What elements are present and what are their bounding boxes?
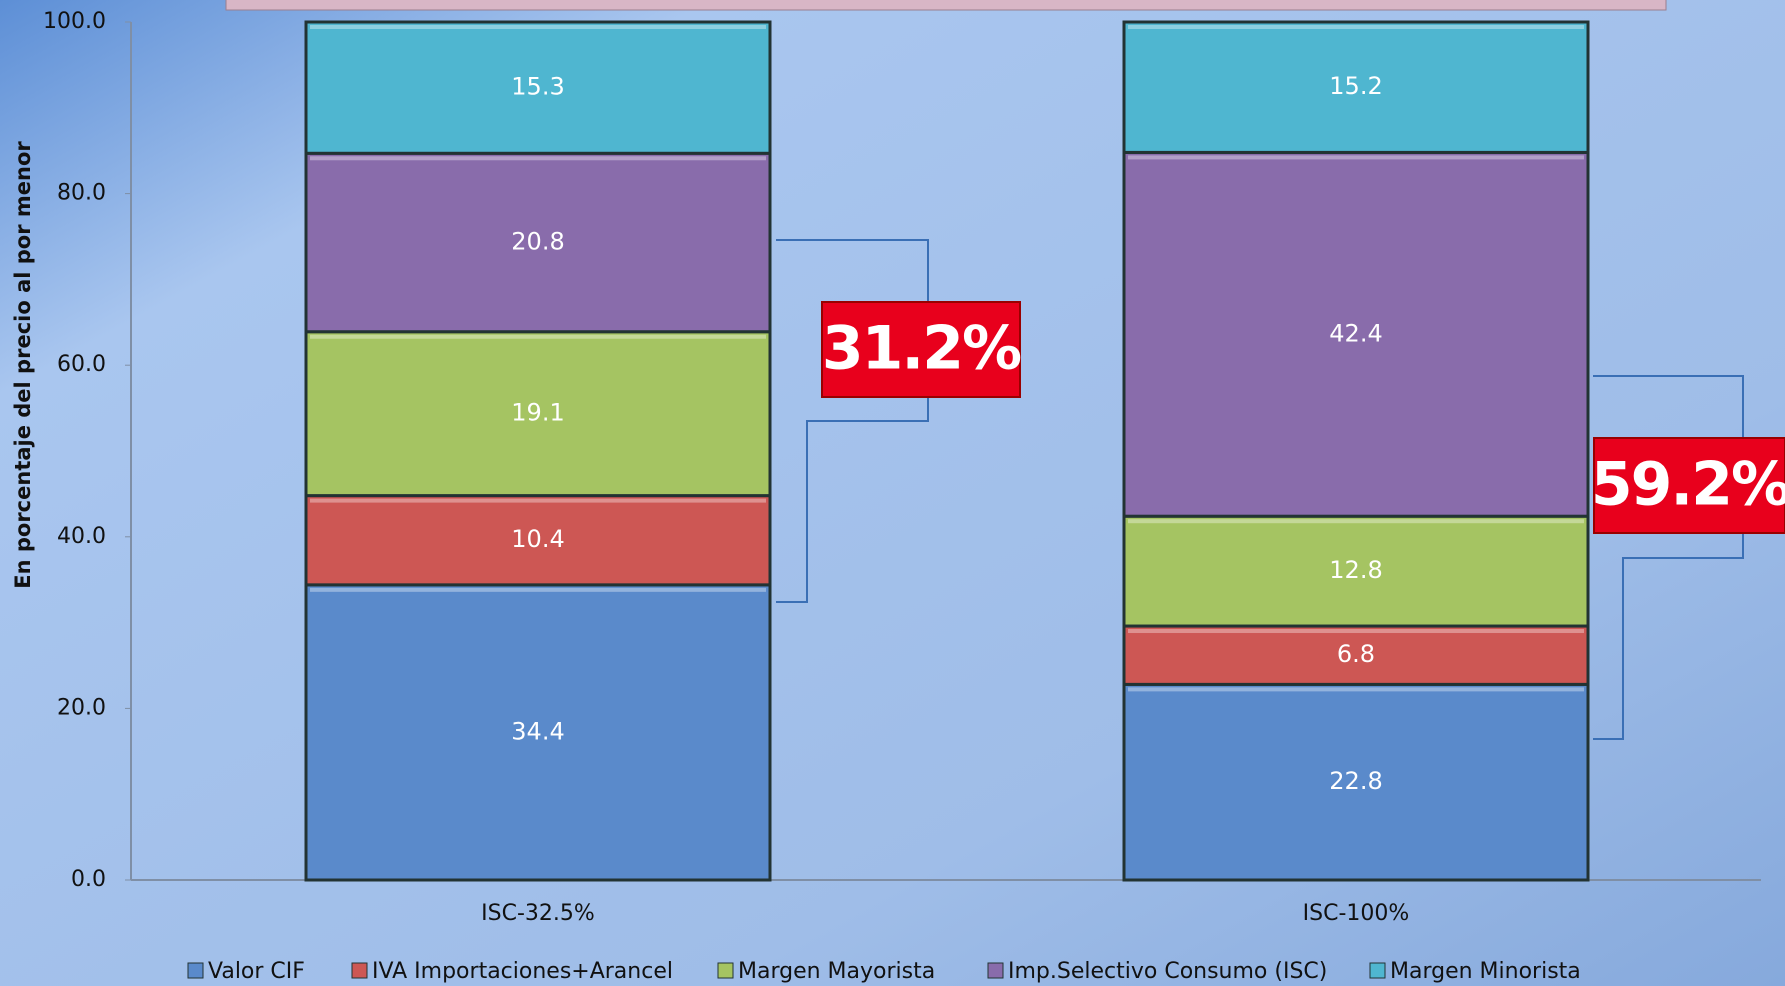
y-tick-label: 100.0 (43, 9, 106, 34)
data-label: 6.8 (1337, 640, 1375, 668)
bar-bevel (310, 156, 766, 160)
bar-bevel (1128, 519, 1584, 523)
data-label: 15.3 (511, 73, 564, 101)
legend-swatch (352, 963, 367, 978)
annotation: 59.2% (1591, 450, 1785, 520)
bar-bevel (310, 588, 766, 592)
bar-bevel (1128, 25, 1584, 29)
data-label: 15.2 (1329, 72, 1382, 100)
legend-swatch (988, 963, 1003, 978)
legend-label: Margen Minorista (1390, 959, 1581, 984)
bar-bevel (1128, 155, 1584, 159)
data-label: 34.4 (511, 717, 564, 745)
data-label: 20.8 (511, 228, 564, 256)
annotation: 31.2% (822, 314, 1021, 384)
legend-swatch (718, 963, 733, 978)
y-tick-label: 60.0 (57, 352, 106, 377)
y-tick-label: 0.0 (71, 867, 106, 892)
y-tick-label: 80.0 (57, 181, 106, 206)
y-tick-label: 40.0 (57, 524, 106, 549)
legend-label: Valor CIF (208, 959, 305, 984)
title-bar (226, 0, 1666, 10)
chart: En porcentaje del precio al por menor 0.… (0, 0, 1785, 986)
x-tick-label: ISC-32.5% (481, 901, 595, 926)
legend-label: Margen Mayorista (738, 959, 935, 984)
bar-bevel (310, 25, 766, 29)
bar-bevel (1128, 687, 1584, 691)
data-label: 42.4 (1329, 319, 1382, 347)
bar-bevel (310, 499, 766, 503)
data-label: 12.8 (1329, 556, 1382, 584)
legend-swatch (188, 963, 203, 978)
x-tick-label: ISC-100% (1303, 901, 1410, 926)
legend-label: IVA Importaciones+Arancel (372, 959, 673, 984)
bar-bevel (1128, 629, 1584, 633)
data-label: 19.1 (511, 399, 564, 427)
y-axis-title: En porcentaje del precio al por menor (11, 141, 35, 589)
data-label: 22.8 (1329, 767, 1382, 795)
bar-bevel (310, 335, 766, 339)
legend-swatch (1370, 963, 1385, 978)
legend-label: Imp.Selectivo Consumo (ISC) (1008, 959, 1327, 984)
y-tick-label: 20.0 (57, 695, 106, 720)
data-label: 10.4 (511, 525, 564, 553)
